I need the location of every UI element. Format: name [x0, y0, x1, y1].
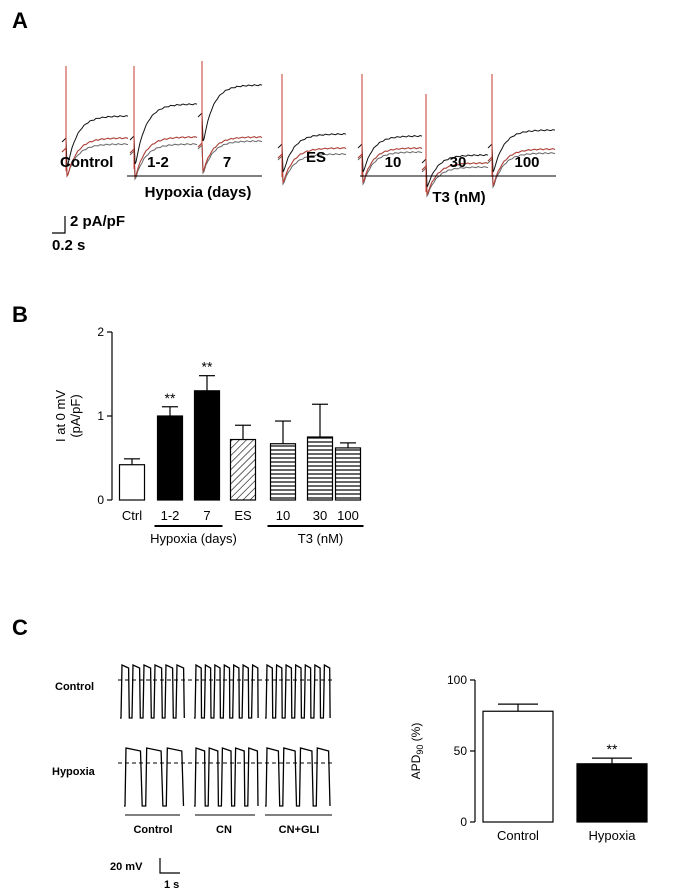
y-tick-label: 0 [97, 493, 104, 507]
significance-marker: ** [607, 741, 618, 757]
x-tick-label: 30 [313, 508, 327, 523]
trace-group-hypoxia-7 [197, 61, 263, 175]
current-trace-red [197, 136, 263, 173]
x-tick-label: Control [497, 828, 539, 843]
t3-tick-100: 100 [514, 154, 539, 171]
current-trace-gray [357, 151, 423, 186]
hypoxia-tick-7: 7 [223, 154, 231, 171]
trace-group-es [277, 74, 347, 186]
current-bar-chart: 0 1 2 I at 0 mV (pA/pF) Ctrl 1-2 ** 7 ** ES 10 30 100… [53, 325, 364, 546]
ap-trace-hypoxia-ctrl [124, 747, 185, 807]
scale-bar-a [52, 216, 66, 234]
bar-Hypoxia [576, 763, 648, 823]
t3-group-label: T3 (nM) [432, 189, 485, 206]
bar-Control [482, 710, 554, 823]
t3-tick-30: 30 [450, 154, 467, 171]
trace-group-t3-10 [357, 74, 423, 186]
t3-tick-10: 10 [385, 154, 402, 171]
condition-label-cn-gli: CN+GLI [279, 824, 320, 836]
current-trace-black [357, 134, 423, 173]
current-trace-black [61, 115, 129, 167]
label-es-a: ES [306, 149, 326, 166]
panel-label-c: C [12, 615, 28, 640]
current-trace-red [421, 162, 489, 196]
ap-trace-control-ctrl [120, 663, 185, 719]
current-trace-gray [277, 153, 347, 186]
y-tick-label: 0 [460, 815, 467, 829]
current-trace-gray [129, 143, 198, 181]
y-axis-unit: (pA/pF) [68, 394, 83, 437]
bar-100 [334, 447, 362, 501]
x-tick-label: Ctrl [122, 508, 142, 523]
x-tick-label: ES [234, 508, 252, 523]
x-tick-label: 10 [276, 508, 290, 523]
current-trace-black [487, 129, 556, 173]
current-trace-red [61, 137, 129, 178]
panel-label-b: B [12, 302, 28, 327]
label-control-a: Control [60, 154, 113, 171]
bar-Ctrl [118, 464, 146, 501]
ap-trace-control-cngli [265, 663, 331, 719]
current-trace-gray [197, 140, 263, 175]
group-label: Hypoxia (days) [150, 531, 237, 546]
bar-30 [306, 436, 334, 501]
significance-marker: ** [165, 390, 176, 406]
y-tick-label: 100 [447, 673, 467, 687]
group-label: T3 (nM) [298, 531, 344, 546]
significance-marker: ** [202, 359, 213, 375]
current-trace-red [277, 147, 347, 184]
trace-group-t3-100 [487, 74, 556, 189]
scale-current-label: 2 pA/pF [70, 213, 125, 230]
condition-label-control: Control [133, 824, 172, 836]
current-trace-red [357, 147, 423, 184]
x-tick-label: 7 [203, 508, 210, 523]
current-trace-red [129, 136, 198, 179]
scale-bar-c [159, 858, 180, 874]
scale-time-label-a: 0.2 s [52, 237, 85, 254]
scale-voltage-label: 20 mV [110, 861, 143, 873]
current-trace-black [197, 84, 263, 142]
current-trace-gray [61, 143, 129, 178]
row-label-hypoxia: Hypoxia [52, 766, 96, 778]
ap-trace-hypoxia-cngli [265, 747, 331, 807]
bar-10 [269, 443, 297, 501]
trace-group-control [61, 66, 129, 178]
bar-1-2 [156, 415, 184, 501]
y-tick-label: 50 [454, 744, 468, 758]
x-tick-label: Hypoxia [589, 828, 637, 843]
y-tick-label: 1 [97, 409, 104, 423]
x-tick-label: 100 [337, 508, 359, 523]
bar-7 [193, 390, 221, 501]
hypoxia-group-label: Hypoxia (days) [145, 184, 252, 201]
current-trace-red [487, 148, 556, 187]
scale-time-label-c: 1 s [164, 879, 179, 891]
x-tick-label: 1-2 [161, 508, 180, 523]
trace-group-t3-30 [421, 94, 489, 198]
trace-group-hypoxia-1-2 [129, 66, 198, 181]
current-trace-gray [487, 152, 556, 189]
current-traces [61, 61, 556, 198]
current-trace-black [277, 132, 347, 173]
current-trace-black [129, 103, 198, 165]
y-axis-label: I at 0 mV [53, 390, 68, 442]
bar-ES [229, 438, 257, 501]
hypoxia-tick-1-2: 1-2 [147, 154, 169, 171]
ap-trace-control-cn [194, 663, 259, 719]
apd-bar-chart: 0 50 100 APD90 (%) Control Hypoxia ** [409, 673, 648, 843]
current-trace-black [421, 153, 489, 188]
current-trace-gray [421, 166, 489, 198]
action-potential-traces [118, 663, 332, 816]
ap-trace-hypoxia-cn [194, 747, 259, 807]
row-label-control: Control [55, 681, 94, 693]
condition-label-cn: CN [216, 824, 232, 836]
y-tick-label: 2 [97, 325, 104, 339]
panel-label-a: A [12, 8, 28, 33]
y-axis-label: APD90 (%) [409, 723, 425, 780]
